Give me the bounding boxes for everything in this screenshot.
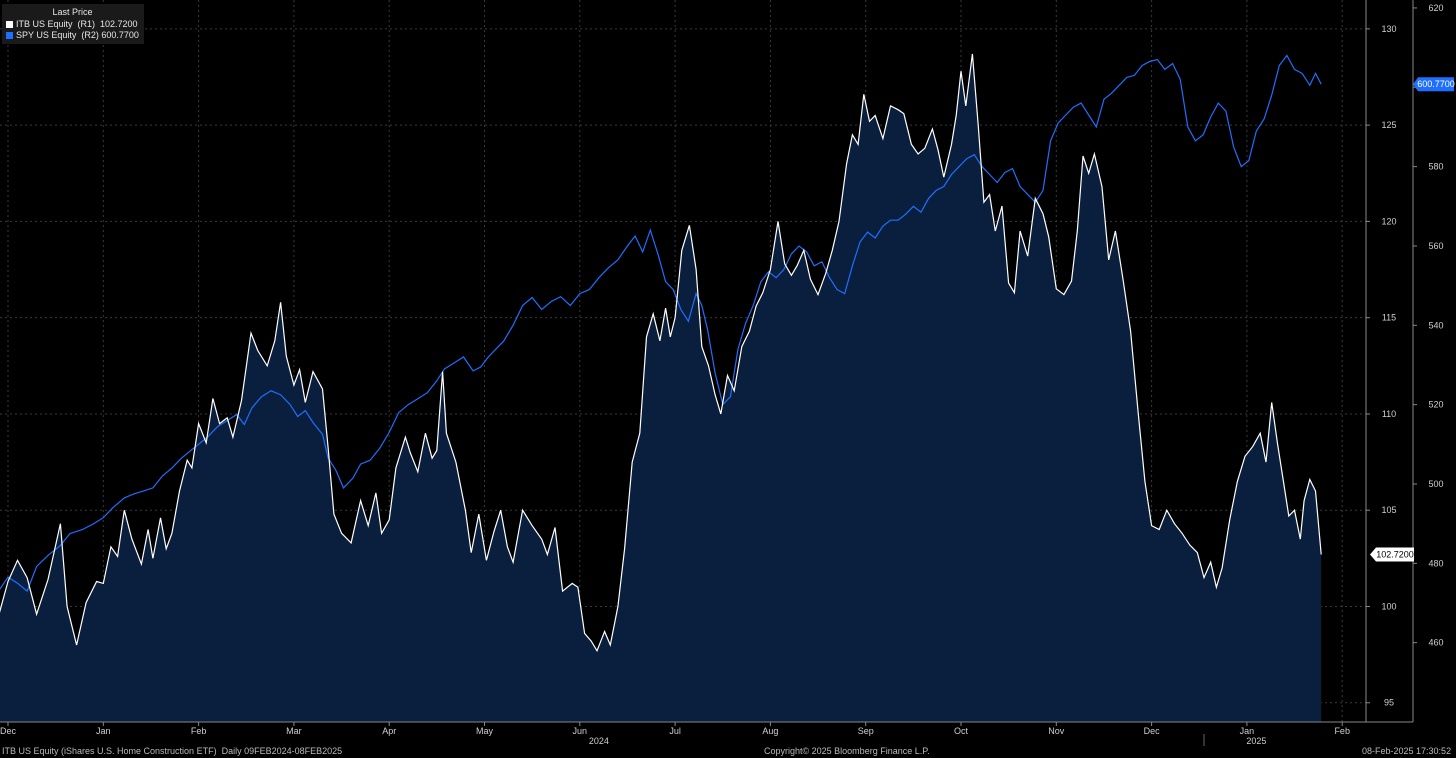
x-year-label: 2025 [1246,736,1266,746]
itb-area [0,53,1322,722]
r2-tick-label: 520 [1428,400,1443,410]
r1-tick-label: 120 [1381,216,1396,226]
x-tick-label: Mar [286,726,302,736]
x-tick-label: Jan [1240,726,1255,736]
x-tick-label: Feb [1334,726,1350,736]
r1-tick-label: 130 [1381,24,1396,34]
footer-copyright: Copyright© 2025 Bloomberg Finance L.P. [764,746,930,756]
x-tick-label: Jan [96,726,111,736]
r2-tick-label: 460 [1428,638,1443,648]
footer-security-description: ITB US Equity (iShares U.S. Home Constru… [2,746,343,756]
r2-tick-label: 580 [1428,162,1443,172]
itb-last-value: 102.7200 [1376,549,1414,559]
spy-line [0,54,1322,593]
legend-label-spy: SPY US Equity (R2) 600.7700 [16,30,139,40]
r1-tick-label: 115 [1382,313,1396,323]
r1-tick-label: 125 [1381,120,1396,130]
x-tick-label: May [476,726,494,736]
legend-label-itb: ITB US Equity (R1) 102.7200 [16,19,138,29]
spy-line-layer [0,54,1322,593]
x-tick-label: Nov [1048,726,1065,736]
legend-title: Last Price [52,7,93,17]
legend-swatch-spy [6,32,13,39]
legend: Last Price ITB US Equity (R1) 102.7200 S… [2,4,144,44]
x-year-label: 2024 [589,736,609,746]
axes [0,0,1417,746]
x-tick-label: Aug [762,726,778,736]
x-tick-label: Jun [573,726,588,736]
itb-line-layer [0,53,1322,653]
x-tick-label: Jul [669,726,681,736]
footer-timestamp: 08-Feb-2025 17:30:52 [1362,746,1452,756]
x-tick-label: Dec [1144,726,1161,736]
itb-line [0,53,1322,653]
itb-last-tag [1370,547,1414,562]
r1-tick-label: 95 [1384,698,1394,708]
r2-tick-label: 560 [1428,241,1443,251]
r2-tick-label: 620 [1428,3,1443,13]
r1-tick-label: 100 [1381,601,1396,611]
axis-labels: 95 100 105 110 115 120 125 130 460 480 500 520 540 56… [0,3,1455,746]
x-tick-label: Feb [191,726,207,736]
legend-entry-spy: SPY US Equity (R2) 600.7700 [6,30,139,41]
spy-last-value: 600.7700 [1417,79,1455,89]
x-tick-label: Oct [954,726,969,736]
r1-tick-label: 105 [1381,505,1396,515]
r2-tick-label: 500 [1428,479,1443,489]
x-tick-label: Apr [382,726,396,736]
r2-tick-label: 540 [1428,320,1443,330]
legend-swatch-itb [6,21,13,28]
itb-area-layer [0,53,1322,722]
r2-tick-label: 480 [1428,558,1443,568]
x-tick-label: Dec [0,726,16,736]
spy-last-tag [1413,77,1454,92]
x-tick-label: Sep [858,726,874,736]
legend-entry-itb: ITB US Equity (R1) 102.7200 [6,19,139,30]
r1-tick-label: 110 [1382,409,1396,419]
